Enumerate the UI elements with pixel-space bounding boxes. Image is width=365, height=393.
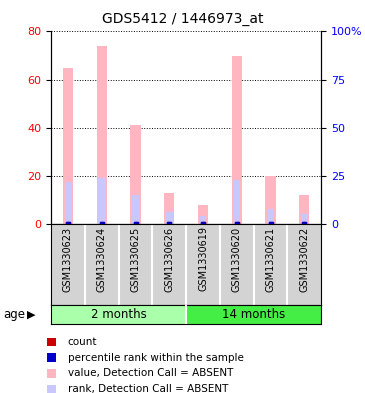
Bar bbox=[198, 205, 208, 224]
Text: age: age bbox=[4, 308, 26, 321]
Text: GSM1330621: GSM1330621 bbox=[266, 226, 276, 292]
Bar bbox=[130, 125, 141, 224]
Bar bbox=[119, 224, 153, 305]
Bar bbox=[166, 213, 173, 224]
Text: ▶: ▶ bbox=[27, 310, 36, 320]
Bar bbox=[164, 193, 174, 224]
Bar bbox=[97, 46, 107, 224]
Bar bbox=[85, 224, 119, 305]
Text: 2 months: 2 months bbox=[91, 308, 146, 321]
Bar bbox=[186, 305, 321, 324]
Text: GSM1330619: GSM1330619 bbox=[198, 226, 208, 292]
Bar bbox=[186, 224, 220, 305]
Text: GSM1330620: GSM1330620 bbox=[232, 226, 242, 292]
Text: rank, Detection Call = ABSENT: rank, Detection Call = ABSENT bbox=[68, 384, 228, 393]
Bar bbox=[132, 195, 139, 224]
Text: percentile rank within the sample: percentile rank within the sample bbox=[68, 353, 243, 363]
Bar bbox=[232, 55, 242, 224]
Text: GSM1330626: GSM1330626 bbox=[164, 226, 174, 292]
Bar bbox=[265, 176, 276, 224]
Text: GDS5412 / 1446973_at: GDS5412 / 1446973_at bbox=[102, 12, 263, 26]
Text: GSM1330624: GSM1330624 bbox=[97, 226, 107, 292]
Bar bbox=[65, 182, 72, 224]
Bar bbox=[301, 214, 308, 224]
Bar bbox=[299, 195, 310, 224]
Bar bbox=[220, 224, 254, 305]
Text: count: count bbox=[68, 337, 97, 347]
Bar bbox=[267, 209, 274, 224]
Text: 14 months: 14 months bbox=[222, 308, 285, 321]
Bar bbox=[254, 224, 287, 305]
Text: GSM1330623: GSM1330623 bbox=[63, 226, 73, 292]
Bar bbox=[51, 305, 186, 324]
Bar bbox=[99, 178, 105, 224]
Bar bbox=[153, 224, 186, 305]
Text: value, Detection Call = ABSENT: value, Detection Call = ABSENT bbox=[68, 368, 233, 378]
Bar bbox=[51, 224, 85, 305]
Bar bbox=[63, 68, 73, 224]
Text: GSM1330625: GSM1330625 bbox=[131, 226, 141, 292]
Text: GSM1330622: GSM1330622 bbox=[299, 226, 309, 292]
Bar bbox=[200, 216, 206, 224]
Bar bbox=[288, 224, 321, 305]
Bar bbox=[234, 180, 240, 224]
